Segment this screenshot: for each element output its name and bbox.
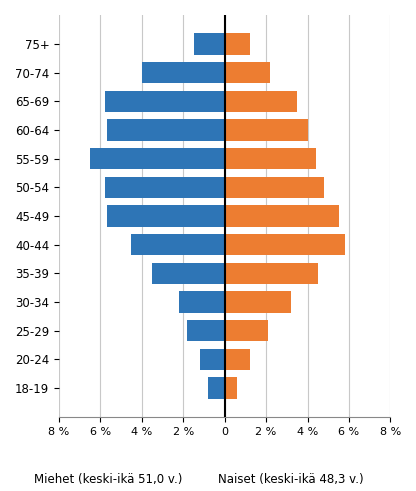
Bar xyxy=(90,148,225,169)
Bar xyxy=(152,263,225,284)
Bar xyxy=(225,377,237,399)
Bar xyxy=(225,320,268,341)
Bar xyxy=(225,291,291,313)
Bar xyxy=(225,349,250,370)
Bar xyxy=(225,234,345,255)
Bar xyxy=(104,91,225,112)
Bar xyxy=(179,291,225,313)
Text: Naiset (keski-ikä 48,3 v.): Naiset (keski-ikä 48,3 v.) xyxy=(218,473,364,486)
Bar xyxy=(131,234,225,255)
Bar xyxy=(193,33,225,55)
Bar xyxy=(200,349,225,370)
Bar xyxy=(187,320,225,341)
Bar xyxy=(225,119,307,141)
Bar xyxy=(225,177,324,198)
Bar xyxy=(225,205,339,227)
Bar xyxy=(208,377,225,399)
Bar xyxy=(225,91,297,112)
Bar xyxy=(225,62,270,83)
Bar xyxy=(106,205,225,227)
Bar xyxy=(225,263,318,284)
Bar xyxy=(142,62,225,83)
Text: Miehet (keski-ikä 51,0 v.): Miehet (keski-ikä 51,0 v.) xyxy=(34,473,182,486)
Bar xyxy=(225,33,250,55)
Bar xyxy=(104,177,225,198)
Bar xyxy=(225,148,316,169)
Bar xyxy=(106,119,225,141)
